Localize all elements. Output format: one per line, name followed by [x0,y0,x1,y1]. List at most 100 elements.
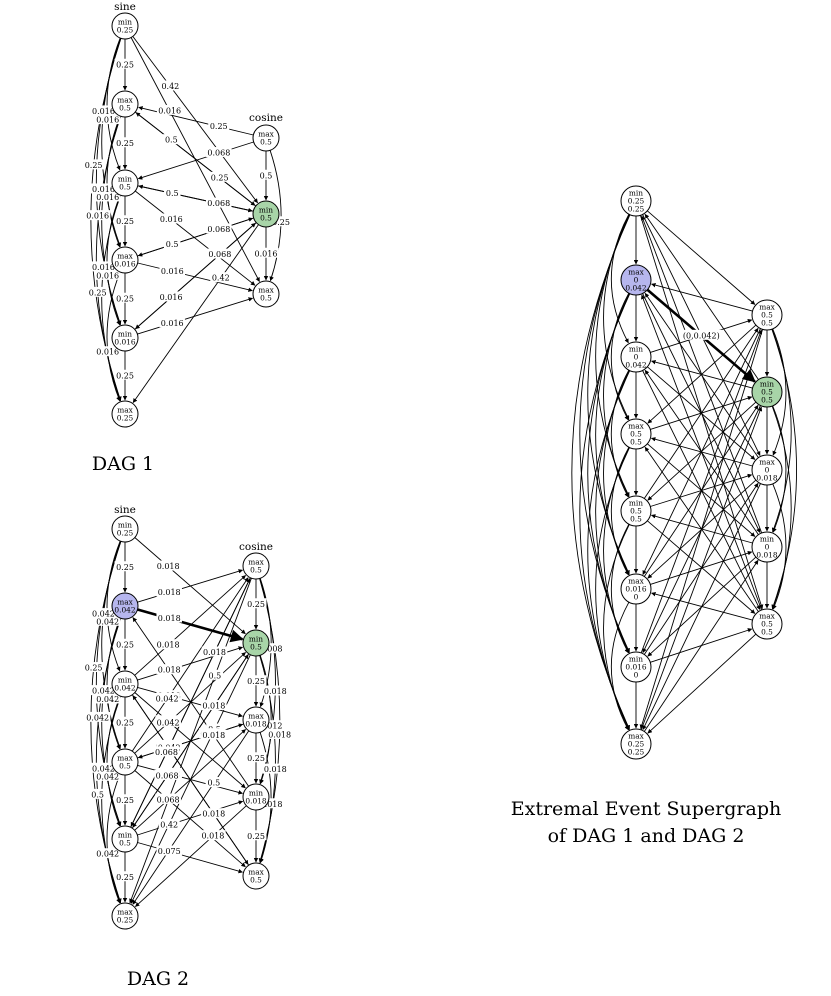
supergraph-edge-43 [651,282,753,312]
supergraph-right-node-1-text-0: min [760,380,774,389]
supergraph-left-node-5-text-0: max [628,577,644,586]
dag2-edge-label-13: 0.042 [96,850,119,859]
supergraph-left-node-2-text-0: min [629,345,643,354]
dag2-edge-label-25-bg [266,728,293,739]
supergraph-edge-62 [642,328,761,576]
supergraph-bold-edge-label-bg [679,329,724,340]
dag1-edge-label-2-bg [114,137,136,148]
dag1-edge-label-25: 0.42 [212,274,230,283]
supergraph-edge-72 [639,329,764,730]
dag2-edge-label-29-bg [155,639,181,650]
dag1-edge-label-3-bg [114,215,136,226]
dag2-edge-label-22: 0.018 [260,800,283,809]
supergraph-left-node-7-text-1: 0.25 [628,740,645,749]
dag1-edge-label-18: 0.25 [272,218,290,227]
dag1-edge-label-12: 0.016 [92,107,115,116]
supergraph-edge-74 [642,483,761,731]
supergraph-right-node-4-text-1: 0.5 [761,620,773,629]
dag2-edge-label-43: 0.075 [158,847,181,856]
supergraph-left-node-4-text-2: 0.5 [630,515,642,524]
dag1-edge-label-24: 0.068 [208,250,231,259]
dag1-edge-label-17-bg [83,159,105,170]
dag2-edge-11 [106,695,121,827]
dag2-edge-label-39: 0.068 [155,748,178,757]
dag1-sine-node-1-text-1: 0.5 [119,104,131,113]
dag2-edge-9 [106,540,121,672]
dag1-edge-label-24-bg [207,248,233,259]
dag1-edge-label-33: 0.016 [161,319,184,328]
dag2-sine-node-5-text-1: 0.25 [117,916,134,925]
dag2-edge-label-30-bg [156,664,182,675]
supergraph-edge-16 [610,601,630,731]
supergraph-edge-42 [639,215,764,610]
supergraph-left-node-1-text-1: 0 [634,276,639,285]
dag2-sine-node-4-text-1: 0.5 [119,839,131,848]
dag2-edge-label-28-bg [156,586,182,597]
dag1-edge-label-29-bg [163,238,181,249]
dag2-edge-label-6: 0.25 [247,600,265,609]
dag2-edge-label-12-bg [94,770,121,781]
supergraph-edge-15 [610,523,630,654]
dag2-edge-label-24: 0.018 [264,765,287,774]
dag2-cosine-node-4-circle [242,862,270,890]
dag2-edge-label-35-bg [155,716,181,727]
dag2-edge-label-35: 0.042 [157,718,180,727]
supergraph-right-node-1-circle [751,376,783,408]
dag2-edge-label-18-bg [89,788,106,799]
dag2-cosine-node-0-circle [242,552,270,580]
supergraph-right-node-2-circle [751,454,783,486]
dag2-sine-node-3-text-1: 0.5 [119,762,131,771]
dag1-edge-label-25-bg [210,272,232,283]
dag2-edge-label-9: 0.25 [247,832,265,841]
dag1-edge-label-28-bg [164,187,181,198]
dag1-edge-24 [132,224,259,403]
dag2-cosine-node-2-circle [242,706,270,734]
dag2-cosine-node-4-text-0: max [248,868,264,877]
dag1-edge-label-32-bg [159,265,186,276]
dag1-edge-label-27-bg [163,134,180,145]
dag1-edge-label-17: 0.25 [85,161,103,170]
dag1-edge-label-13: 0.016 [92,185,115,194]
dag2-edge-label-15: 0.042 [92,687,115,696]
supergraph-right-node-4-circle [751,608,783,640]
dag2-edge-42 [137,842,243,874]
dag1-edge-label-16-bg [87,286,109,297]
dag2-edge-label-43-bg [156,845,182,856]
supergraph-left-node-2-text-1: 0 [634,353,639,362]
dag2-edge-label-23-bg [262,685,289,696]
supergraph-left-node-5-text-1: 0.016 [625,585,646,594]
dag2-cosine-node-3-text-1: 0.018 [245,797,266,806]
dag2-edge-label-47-bg [200,830,226,841]
dag2-edge-label-11-bg [94,693,121,704]
dag1-edge-label-6: 0.5 [260,171,273,180]
dag1-sine-node-0-text-1: 0.25 [117,26,134,35]
dag1-edge-label-12-bg [90,105,117,116]
dag2-edge-label-17-bg [84,711,111,722]
supergraph-edge-44 [644,292,759,458]
dag1-edge-label-19: 0.25 [210,122,228,131]
supergraph-right-node-0-circle [751,299,783,331]
dag2-edge-label-39-bg [153,746,180,757]
dag1-edge-label-8-bg [94,114,121,125]
dag2-edge-12 [106,773,121,904]
dag2-edge-label-5-bg [114,871,136,882]
dag1-sine-node-4-circle [111,324,139,352]
supergraph-left-node-1-text-2: 0.042 [625,284,646,293]
dag1-sine-node-0-text-0: min [118,18,132,27]
dag1-edge-8 [106,115,121,248]
dag1-edge-label-2: 0.25 [116,139,134,148]
